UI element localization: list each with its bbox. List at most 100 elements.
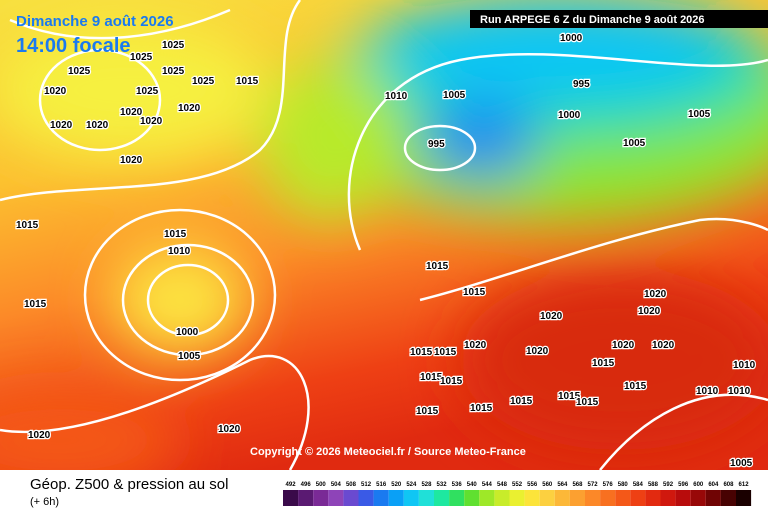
scale-swatch bbox=[615, 490, 631, 506]
scale-label: 508 bbox=[346, 482, 357, 488]
copyright: Copyright © 2026 Meteociel.fr / Source M… bbox=[250, 446, 526, 458]
isobar-label: 1010 bbox=[696, 386, 719, 397]
scale-label: 588 bbox=[648, 482, 659, 488]
scale-label: 532 bbox=[437, 482, 448, 488]
isobar-label: 1020 bbox=[464, 340, 487, 351]
isobar-label: 1015 bbox=[463, 287, 486, 298]
scale-label: 524 bbox=[406, 482, 417, 488]
scale-swatch bbox=[373, 490, 389, 506]
scale-label: 568 bbox=[572, 482, 583, 488]
isobar-label: 1020 bbox=[526, 346, 549, 357]
field-blobs bbox=[0, 0, 768, 490]
isobar-label: 1015 bbox=[592, 358, 615, 369]
isobar-label: 1015 bbox=[24, 299, 47, 310]
isobar-label: 1020 bbox=[218, 424, 241, 435]
isobar-label: 1015 bbox=[510, 396, 533, 407]
isobar-label: 1025 bbox=[162, 66, 185, 77]
scale-label: 552 bbox=[512, 482, 523, 488]
run: Run ARPEGE 6 Z du Dimanche 9 août 2026 bbox=[480, 14, 705, 26]
scale-label: 516 bbox=[376, 482, 387, 488]
isobar-label: 1015 bbox=[440, 376, 463, 387]
scale-label: 544 bbox=[482, 482, 493, 488]
scale-swatch bbox=[283, 490, 299, 506]
isobar-label: 1015 bbox=[426, 261, 449, 272]
isobar-label: 995 bbox=[428, 139, 445, 150]
isobar-label: 1010 bbox=[733, 360, 756, 371]
isobar-label: 1005 bbox=[178, 351, 201, 362]
scale-label: 596 bbox=[678, 482, 689, 488]
run-box bbox=[470, 10, 768, 28]
isobar-label: 1020 bbox=[44, 86, 67, 97]
scale-swatch bbox=[736, 490, 752, 506]
scale-label: 592 bbox=[663, 482, 674, 488]
scale-swatch bbox=[569, 490, 585, 506]
isobar-label: 1025 bbox=[130, 52, 153, 63]
isobar-label: 1015 bbox=[236, 76, 259, 87]
scale-label: 556 bbox=[527, 482, 538, 488]
scale-swatch bbox=[690, 490, 706, 506]
scale-label: 608 bbox=[723, 482, 734, 488]
isobar-label: 1015 bbox=[164, 229, 187, 240]
scale-swatch bbox=[358, 490, 374, 506]
isobar-label: 1015 bbox=[576, 397, 599, 408]
isobar-label: 1015 bbox=[434, 347, 457, 358]
isobar-label: 1020 bbox=[540, 311, 563, 322]
scale-swatch bbox=[600, 490, 616, 506]
scale-label: 496 bbox=[301, 482, 312, 488]
scale-swatch bbox=[539, 490, 555, 506]
scale-swatch bbox=[494, 490, 510, 506]
isobar-lines bbox=[0, 0, 768, 470]
isobar-label: 1015 bbox=[624, 381, 647, 392]
scale-swatch bbox=[585, 490, 601, 506]
isobar-label: 995 bbox=[573, 79, 590, 90]
isobar-label: 1015 bbox=[416, 406, 439, 417]
isobar-label: 1015 bbox=[558, 391, 581, 402]
time: 14:00 focale bbox=[16, 35, 131, 57]
scale-label: 500 bbox=[316, 482, 327, 488]
isobar-label: 1020 bbox=[28, 430, 51, 441]
scale-swatch bbox=[464, 490, 480, 506]
isobar-label: 1005 bbox=[730, 458, 753, 469]
isobar-label: 1020 bbox=[612, 340, 635, 351]
isobar-label: 1005 bbox=[688, 109, 711, 120]
scale-swatch bbox=[328, 490, 344, 506]
isobar-label: 1020 bbox=[86, 120, 109, 131]
scale-swatch bbox=[388, 490, 404, 506]
isobar-label: 1015 bbox=[410, 347, 433, 358]
scale-label: 520 bbox=[391, 482, 402, 488]
scale-swatch bbox=[660, 490, 676, 506]
scale-label: 512 bbox=[361, 482, 372, 488]
isobar-label: 1020 bbox=[120, 107, 143, 118]
scale-label: 540 bbox=[467, 482, 478, 488]
isobar-label: 1005 bbox=[443, 90, 466, 101]
scale-swatch bbox=[298, 490, 314, 506]
scale-swatch bbox=[720, 490, 736, 506]
isobar-label: 1015 bbox=[470, 403, 493, 414]
isobar-label: 1025 bbox=[162, 40, 185, 51]
isobar-label: 1020 bbox=[140, 116, 163, 127]
scale-label: 576 bbox=[603, 482, 614, 488]
scale-swatch bbox=[418, 490, 434, 506]
scale-swatch bbox=[403, 490, 419, 506]
isobar-label: 1025 bbox=[68, 66, 91, 77]
scale-label: 572 bbox=[588, 482, 599, 488]
scale-label: 580 bbox=[618, 482, 629, 488]
scale-swatch bbox=[434, 490, 450, 506]
scale-swatch bbox=[524, 490, 540, 506]
scale-swatch bbox=[705, 490, 721, 506]
isobar-label: 1020 bbox=[178, 103, 201, 114]
scale-swatch bbox=[554, 490, 570, 506]
scale-swatch bbox=[449, 490, 465, 506]
scale-swatch bbox=[313, 490, 329, 506]
scale-swatch bbox=[645, 490, 661, 506]
isobar-label: 1015 bbox=[420, 372, 443, 383]
scale-label: 564 bbox=[557, 482, 568, 488]
scale-label: 528 bbox=[421, 482, 432, 488]
isobar-label: 1020 bbox=[120, 155, 143, 166]
scale-label: 560 bbox=[542, 482, 553, 488]
scale-swatch bbox=[479, 490, 495, 506]
legend-title: Géop. Z500 & pression au sol bbox=[30, 476, 228, 493]
isobar-label: 1000 bbox=[558, 110, 581, 121]
